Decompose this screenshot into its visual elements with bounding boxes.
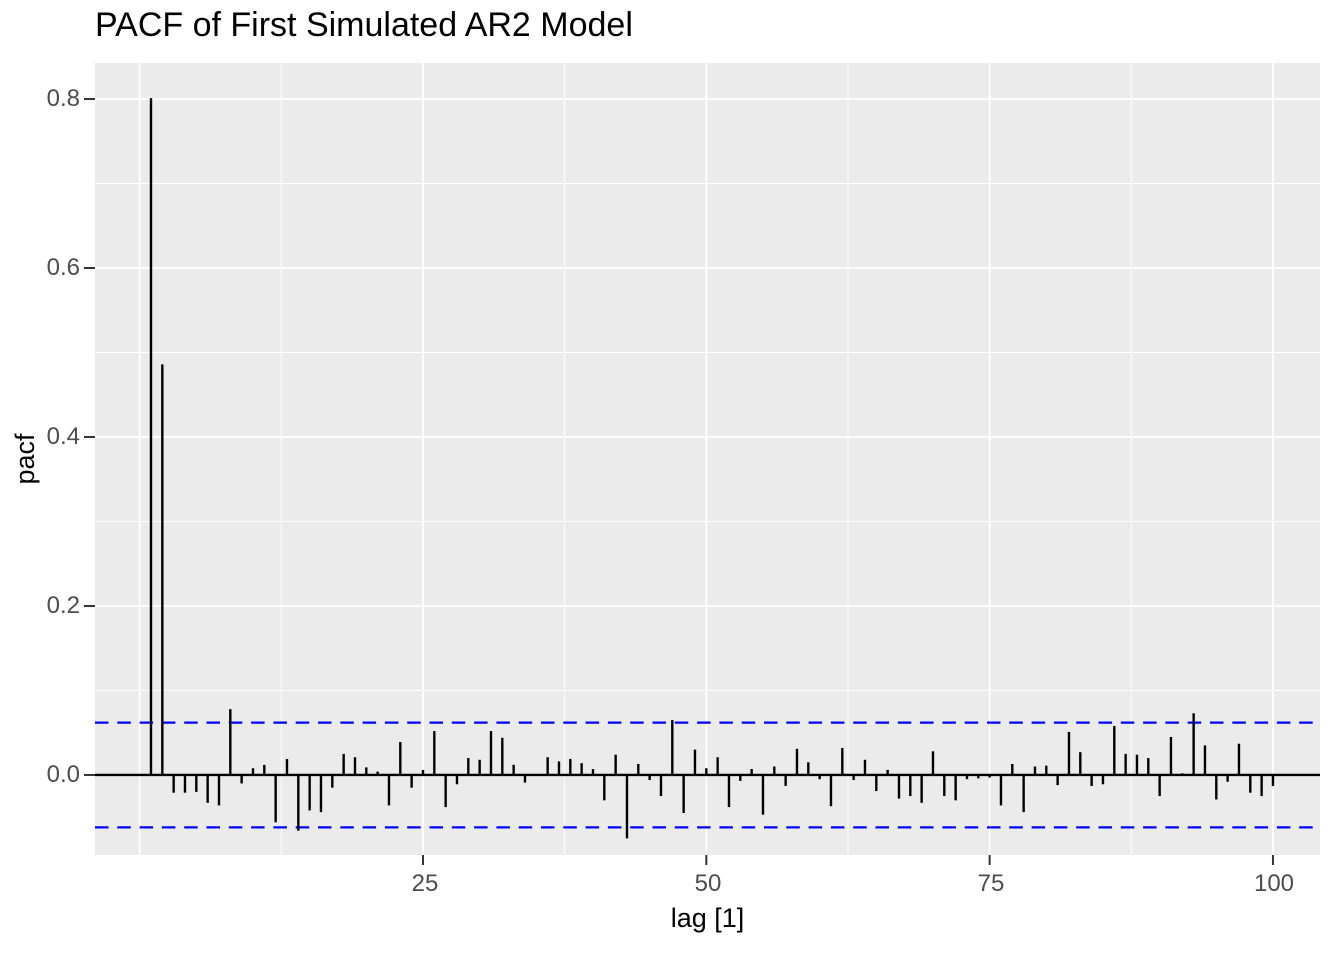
panel-background: [95, 63, 1320, 855]
x-tick-label-50: 50: [694, 870, 722, 897]
y-tick-label-0.2: 0.2: [46, 592, 80, 619]
y-tick-label-0.4: 0.4: [46, 423, 80, 450]
y-axis-title: pacf: [10, 433, 40, 485]
x-tick-label-75: 75: [977, 870, 1005, 897]
x-tick-label-25: 25: [411, 870, 439, 897]
y-tick-label-0.6: 0.6: [46, 254, 80, 281]
y-tick-label-0.8: 0.8: [46, 85, 80, 112]
y-tick-label-0.0: 0.0: [46, 761, 80, 788]
plot-title: PACF of First Simulated AR2 Model: [95, 6, 633, 44]
x-axis-title: lag [1]: [670, 903, 745, 933]
x-tick-label-100: 100: [1253, 870, 1295, 897]
